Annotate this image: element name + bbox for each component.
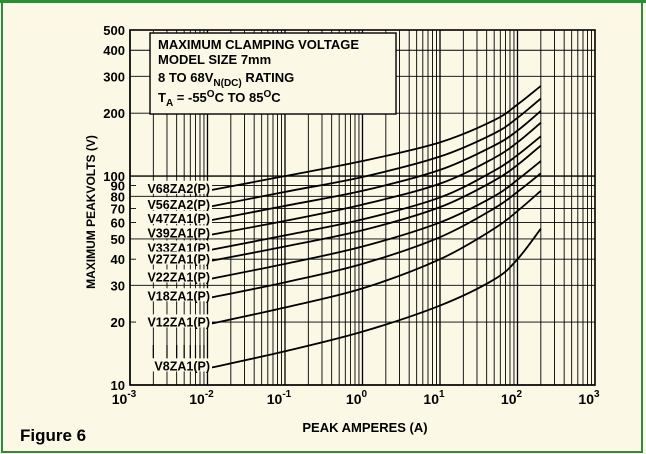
y-axis-label: MAXIMUM PEAKVOLTS (V) xyxy=(84,135,98,289)
title-line-4: TA = -55OC TO 85OC xyxy=(158,89,281,109)
x-tick-label: 102 xyxy=(501,389,523,407)
y-tick-label: 10 xyxy=(111,378,125,393)
y-tick-label: 50 xyxy=(111,232,125,247)
y-tick-label: 30 xyxy=(111,278,125,293)
series-label: V12ZA1(P) xyxy=(147,315,210,329)
series-label: V47ZA1(P) xyxy=(147,212,210,226)
y-tick-label: 70 xyxy=(111,201,125,216)
y-tick-label: 400 xyxy=(103,43,125,58)
chart-title-box: MAXIMUM CLAMPING VOLTAGE MODEL SIZE 7mm … xyxy=(149,32,397,115)
series-label-bg xyxy=(136,240,212,254)
figure-caption: Figure 6 xyxy=(20,426,87,445)
series-label: V22ZA1(P) xyxy=(147,270,210,284)
title-line-1: MAXIMUM CLAMPING VOLTAGE xyxy=(158,37,359,52)
x-tick-label: 100 xyxy=(346,389,368,407)
series-label-bg xyxy=(136,358,212,372)
title-line-2: MODEL SIZE 7mm xyxy=(158,52,271,67)
x-tick-label: 103 xyxy=(578,389,600,407)
series-curve xyxy=(207,160,542,281)
series-label-bg xyxy=(136,197,212,211)
top-rule xyxy=(0,0,646,3)
y-tick-label: 300 xyxy=(103,69,125,84)
series-curve xyxy=(207,172,542,300)
x-tick-label: 101 xyxy=(423,389,445,407)
curves xyxy=(207,85,542,370)
x-tick-label: 10-3 xyxy=(112,389,137,407)
series-label-bg xyxy=(136,180,212,194)
series-label: V56ZA2(P) xyxy=(147,198,210,212)
series-curve xyxy=(207,135,542,252)
series-label: V27ZA1(P) xyxy=(147,252,210,266)
series-curve xyxy=(207,228,542,370)
series-label-bg xyxy=(136,210,212,224)
series-label-bg xyxy=(136,288,212,302)
series-label: V8ZA1(P) xyxy=(154,359,210,373)
y-tick-label: 100 xyxy=(103,169,125,184)
x-tick-label: 10-2 xyxy=(189,389,214,407)
series-curve xyxy=(207,110,542,222)
series-labels: V68ZA2(P)V56ZA2(P)V47ZA1(P)V39ZA1(P)V33Z… xyxy=(136,180,212,373)
series-label: V68ZA2(P) xyxy=(147,182,210,196)
plot-border xyxy=(129,29,596,386)
y-tick-label: 500 xyxy=(103,23,125,38)
series-curve xyxy=(207,85,542,192)
y-tick-label: 200 xyxy=(103,106,125,121)
series-label: V18ZA1(P) xyxy=(147,289,210,303)
x-tick-labels: 10-3 10-2 10-1 100 101 102 103 xyxy=(112,389,600,407)
y-tick-label: 60 xyxy=(111,215,125,230)
y-tick-label: 20 xyxy=(111,315,125,330)
x-axis-label: PEAK AMPERES (A) xyxy=(302,420,427,435)
title-line-3: 8 TO 68VN(DC) RATING xyxy=(158,70,294,89)
y-tick-label: 90 xyxy=(111,179,125,194)
series-curve xyxy=(207,97,542,209)
y-tick-label: 40 xyxy=(111,252,125,267)
series-curve xyxy=(207,144,542,263)
series-label-bg xyxy=(136,225,212,239)
series-curve xyxy=(207,190,542,326)
series-curve xyxy=(207,122,542,237)
series-label-bg xyxy=(136,314,212,328)
y-tick-label: 80 xyxy=(111,189,125,204)
series-label-bg xyxy=(136,251,212,265)
series-label-bg xyxy=(136,269,212,283)
series-label: V39ZA1(P) xyxy=(147,226,210,240)
x-tick-label: 10-1 xyxy=(267,389,292,407)
